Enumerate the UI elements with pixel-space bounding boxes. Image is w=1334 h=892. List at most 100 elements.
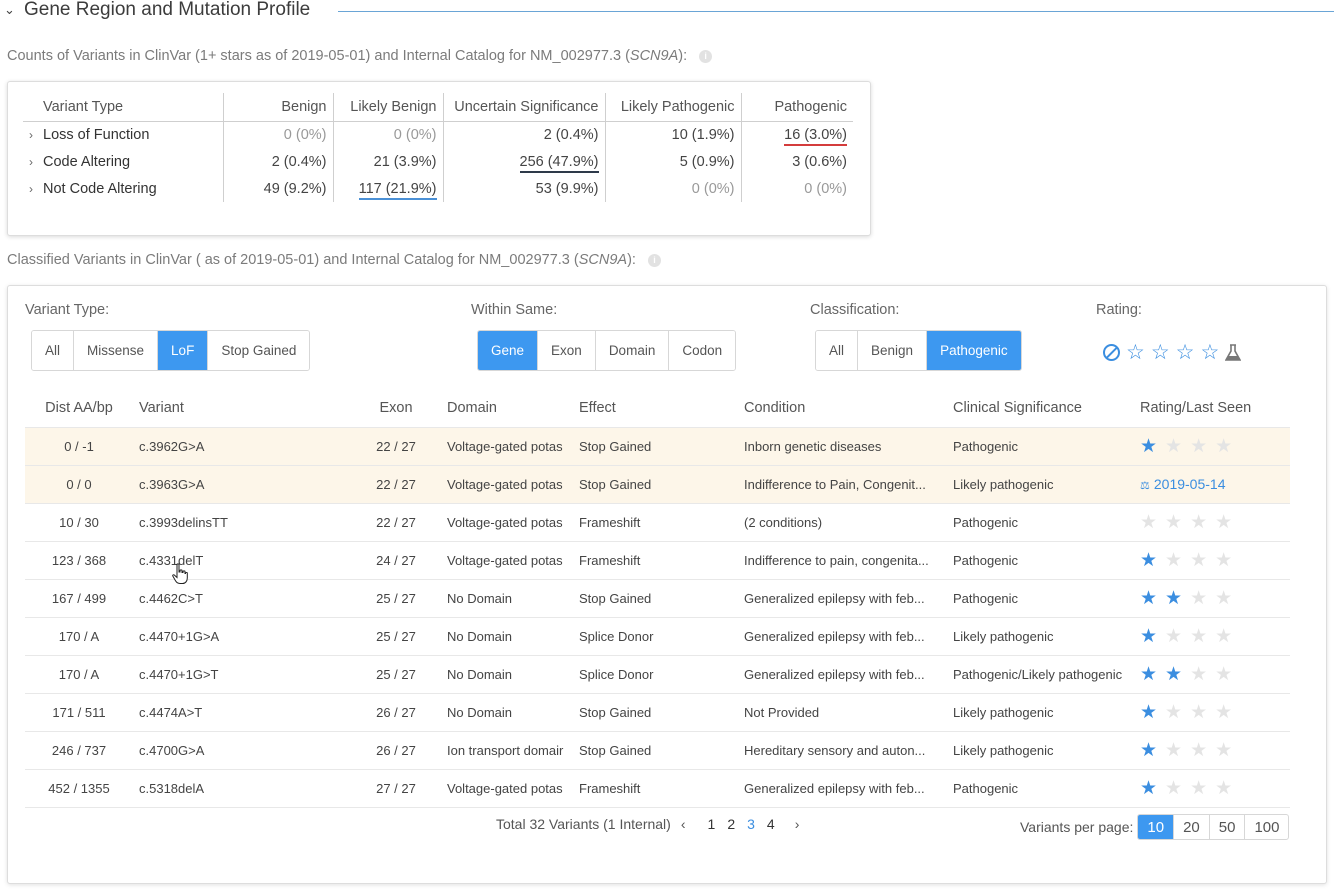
star-outline-icon[interactable]: ☆ xyxy=(1150,341,1170,364)
count-cell[interactable]: 10 (1.9%) xyxy=(604,121,741,148)
table-row[interactable]: 0 / 0 c.3963G>A 22 / 27 Voltage-gated potas… xyxy=(25,464,1290,503)
counts-row-not-code-altering[interactable]: › Not Code Altering 49 (9.2%) 117 (21.9%)… xyxy=(23,175,853,202)
table-row[interactable]: 246 / 737 c.4700G>A 26 / 27 Ion transport d… xyxy=(25,730,1290,769)
counts-row-code-altering[interactable]: › Code Altering 2 (0.4%) 21 (3.9%) 256 (4… xyxy=(23,148,853,175)
cell-dist: 10 / 30 xyxy=(25,502,133,541)
variant-type-missense-button[interactable]: Missense xyxy=(74,331,159,370)
flask-icon[interactable] xyxy=(1225,343,1242,362)
count-cell[interactable]: 49 (9.2%) xyxy=(222,175,333,202)
cell-domain: Ion transport domair xyxy=(441,730,573,769)
col-header-significance[interactable]: Clinical Significance xyxy=(953,399,1082,416)
page-2-button[interactable]: 2 xyxy=(727,816,736,832)
table-row[interactable]: 123 / 368 c.4331delT 24 / 27 Voltage-gated … xyxy=(25,540,1290,579)
cell-variant[interactable]: c.5318delA xyxy=(133,768,351,808)
col-header-dist[interactable]: Dist AA/bp xyxy=(45,399,113,416)
star-outline-icon[interactable]: ☆ xyxy=(1175,341,1195,364)
prev-page-button[interactable]: ‹ xyxy=(680,816,686,832)
chevron-down-icon[interactable]: ⌄ xyxy=(4,2,15,17)
col-header-exon[interactable]: Exon xyxy=(379,399,413,416)
within-same-filter: Gene Exon Domain Codon xyxy=(477,330,737,371)
chevron-right-icon[interactable]: › xyxy=(29,181,33,196)
count-value[interactable]: 16 (3.0%) xyxy=(784,126,847,146)
table-row[interactable]: 167 / 499 c.4462C>T 25 / 27 No Domain Stop G… xyxy=(25,578,1290,617)
no-rating-icon[interactable] xyxy=(1103,344,1120,361)
within-domain-button[interactable]: Domain xyxy=(595,331,670,370)
chevron-right-icon[interactable]: › xyxy=(29,154,33,169)
count-value[interactable]: 117 (21.9%) xyxy=(358,180,437,200)
cell-condition: Indifference to Pain, Congenit... xyxy=(738,464,947,503)
star-outline-icon[interactable]: ☆ xyxy=(1200,341,1220,364)
table-row[interactable]: 0 / -1 c.3962G>A 22 / 27 Voltage-gated pota… xyxy=(25,426,1290,465)
rating-stars: ★ ★ ★ ★ xyxy=(1140,589,1284,608)
classification-pathogenic-button[interactable]: Pathogenic xyxy=(927,331,1021,370)
variant-type-all-button[interactable]: All xyxy=(32,331,75,370)
count-cell[interactable]: 2 (0.4%) xyxy=(442,121,605,148)
cell-condition: Generalized epilepsy with feb... xyxy=(738,578,947,617)
counts-header-likely-pathogenic: Likely Pathogenic xyxy=(604,93,741,122)
per-page-100-button[interactable]: 100 xyxy=(1254,818,1280,836)
counts-row-lof[interactable]: › Loss of Function 0 (0%) 0 (0%) 2 (0.4%)… xyxy=(23,121,853,148)
cell-variant[interactable]: c.3962G>A xyxy=(133,426,351,465)
count-cell[interactable]: 3 (0.6%) xyxy=(740,148,853,175)
per-page-10-button[interactable]: 10 xyxy=(1138,815,1175,839)
info-icon[interactable]: i xyxy=(647,254,661,267)
last-seen[interactable]: ⚖ 2019-05-14 xyxy=(1140,476,1226,492)
counts-subtitle: Counts of Variants in ClinVar (1+ stars … xyxy=(7,48,713,64)
star-outline-icon[interactable]: ☆ xyxy=(1126,341,1145,364)
cell-variant[interactable]: c.4331delT xyxy=(133,540,351,579)
per-page-20-button[interactable]: 20 xyxy=(1174,815,1210,839)
next-page-button[interactable]: › xyxy=(794,816,800,832)
page-1-button[interactable]: 1 xyxy=(707,816,716,832)
col-header-rating[interactable]: Rating/Last Seen xyxy=(1140,399,1252,416)
cell-domain: Voltage-gated potas xyxy=(441,426,573,465)
classification-all-button[interactable]: All xyxy=(816,331,859,370)
count-cell[interactable]: 256 (47.9%) xyxy=(442,148,605,175)
classification-benign-button[interactable]: Benign xyxy=(858,331,928,370)
col-header-domain[interactable]: Domain xyxy=(447,399,497,416)
count-cell[interactable]: 2 (0.4%) xyxy=(222,148,333,175)
variant-type-lof-button[interactable]: LoF xyxy=(158,331,209,370)
star-icon: ★ xyxy=(1215,435,1233,457)
variant-type-stop-gained-button[interactable]: Stop Gained xyxy=(208,331,310,370)
col-header-condition[interactable]: Condition xyxy=(744,399,806,416)
count-value[interactable]: 256 (47.9%) xyxy=(519,153,599,173)
within-codon-button[interactable]: Codon xyxy=(669,331,736,370)
table-row[interactable]: 10 / 30 c.3993delinsTT 22 / 27 Voltage-gate… xyxy=(25,502,1290,541)
cell-variant[interactable]: c.3993delinsTT xyxy=(133,502,351,541)
table-row[interactable]: 171 / 511 c.4474A>T 26 / 27 No Domain Stop G… xyxy=(25,692,1290,731)
col-header-effect[interactable]: Effect xyxy=(579,399,616,416)
page-3-button[interactable]: 3 xyxy=(747,816,755,832)
col-header-variant[interactable]: Variant xyxy=(139,399,184,416)
cell-variant[interactable]: c.4462C>T xyxy=(133,578,351,617)
cell-variant[interactable]: c.4474A>T xyxy=(133,692,351,731)
section-header[interactable]: ⌄ Gene Region and Mutation Profile xyxy=(0,0,1334,24)
per-page-label: Variants per page: xyxy=(1020,819,1134,835)
counts-row-label[interactable]: › Code Altering xyxy=(23,148,223,175)
cell-significance: Likely pathogenic xyxy=(947,730,1134,769)
cell-exon: 25 / 27 xyxy=(351,616,441,655)
within-gene-button[interactable]: Gene xyxy=(478,331,539,370)
counts-row-label[interactable]: › Loss of Function xyxy=(23,121,223,148)
count-cell[interactable]: 21 (3.9%) xyxy=(332,148,443,175)
info-icon[interactable]: i xyxy=(699,50,713,63)
count-cell[interactable]: 117 (21.9%) xyxy=(332,175,443,202)
classification-label: Classification: xyxy=(810,302,900,318)
cell-variant[interactable]: c.4700G>A xyxy=(133,730,351,769)
within-exon-button[interactable]: Exon xyxy=(538,331,596,370)
table-row[interactable]: 452 / 1355 c.5318delA 27 / 27 Voltage-gated… xyxy=(25,768,1290,808)
per-page-50-button[interactable]: 50 xyxy=(1210,815,1246,839)
cell-significance: Pathogenic xyxy=(947,426,1134,465)
count-cell[interactable]: 53 (9.9%) xyxy=(442,175,605,202)
cell-variant[interactable]: c.4470+1G>A xyxy=(133,616,351,655)
cell-effect: Splice Donor xyxy=(573,616,738,655)
counts-row-label[interactable]: › Not Code Altering xyxy=(23,175,223,202)
page-4-button[interactable]: 4 xyxy=(766,816,775,832)
cell-significance: Pathogenic/Likely pathogenic xyxy=(947,654,1134,693)
count-cell-selected[interactable]: 16 (3.0%) xyxy=(740,121,853,148)
chevron-right-icon[interactable]: › xyxy=(29,127,33,142)
cell-variant[interactable]: c.4470+1G>T xyxy=(133,654,351,693)
count-cell[interactable]: 5 (0.9%) xyxy=(604,148,741,175)
rating-stars: ★ ★ ★ ★ xyxy=(1140,741,1284,760)
